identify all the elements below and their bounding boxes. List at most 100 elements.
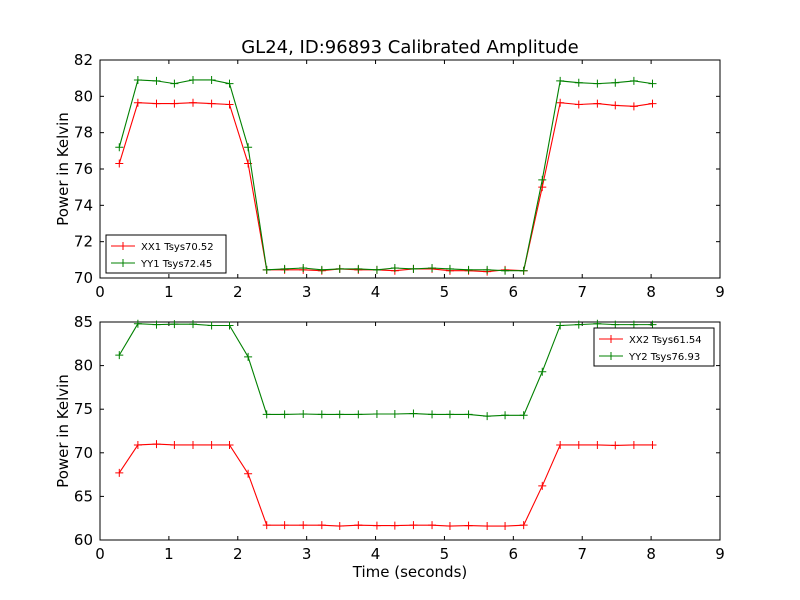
data-point-yy1 [189, 75, 197, 84]
data-point-xx2 [611, 441, 620, 450]
y-tick-label: 70 [74, 444, 93, 462]
data-point-yy1 [629, 76, 638, 85]
y-tick-label: 82 [74, 51, 93, 69]
x-tick-label: 8 [646, 283, 656, 301]
legend-marker [119, 242, 127, 250]
data-point-yy2 [133, 319, 142, 328]
y-tick-label: 72 [74, 233, 93, 251]
y-tick-label: 60 [74, 531, 93, 549]
data-point-yy2 [483, 412, 492, 421]
x-tick-label: 0 [95, 283, 105, 301]
data-point-xx2 [483, 522, 492, 531]
plot-area-2 [99, 321, 721, 541]
data-point-yy1 [556, 76, 565, 85]
data-point-yy1 [244, 143, 253, 152]
data-point-yy1 [299, 264, 308, 273]
data-point-yy2 [556, 321, 565, 330]
data-point-xx2 [354, 521, 363, 530]
data-point-xx2 [133, 440, 142, 449]
x-tick-label: 6 [509, 283, 519, 301]
x-tick-label: 7 [577, 545, 587, 563]
x-tick-label: 1 [164, 545, 174, 563]
y-tick-label: 76 [74, 160, 93, 178]
data-point-yy1 [335, 264, 344, 273]
data-point-yy1 [225, 79, 234, 88]
data-point-yy2 [611, 320, 620, 329]
data-point-yy1 [593, 79, 602, 88]
data-point-xx2 [574, 440, 583, 449]
data-point-yy2 [354, 410, 363, 419]
data-point-xx2 [189, 440, 197, 449]
data-point-xx1 [207, 99, 216, 108]
legend-marker [119, 259, 127, 267]
data-point-yy2 [372, 409, 381, 418]
data-point-xx1 [538, 183, 547, 192]
data-point-xx2 [629, 440, 638, 449]
data-point-yy1 [538, 175, 547, 184]
legend-marker [607, 352, 615, 360]
data-point-xx2 [244, 469, 253, 478]
data-point-yy2 [519, 411, 528, 420]
data-point-yy1 [262, 265, 271, 274]
data-point-xx2 [428, 521, 437, 530]
data-point-yy1 [445, 264, 454, 273]
y-tick-label: 74 [74, 196, 93, 214]
data-point-yy2 [244, 352, 253, 361]
data-point-yy1 [464, 265, 473, 274]
data-point-xx2 [335, 522, 344, 531]
x-tick-label: 2 [233, 545, 243, 563]
data-point-xx2 [317, 521, 326, 530]
data-point-xx2 [464, 521, 473, 530]
data-point-yy1 [519, 266, 528, 275]
legend-label: YY2 Tsys76.93 [628, 352, 700, 363]
x-axis-label: Time (seconds) [352, 563, 468, 581]
y-axis-label: Power in Kelvin [54, 112, 72, 226]
data-point-yy2 [445, 410, 454, 419]
x-tick-label: 1 [164, 283, 174, 301]
data-point-yy1 [372, 265, 381, 274]
data-point-yy2 [538, 367, 547, 376]
data-point-xx1 [556, 98, 565, 107]
x-tick-label: 5 [440, 283, 450, 301]
legend-box [105, 234, 227, 274]
data-point-xx2 [115, 468, 124, 477]
data-point-yy2 [428, 410, 437, 419]
data-point-xx2 [299, 521, 308, 530]
x-tick-label: 4 [371, 545, 381, 563]
data-point-xx1 [611, 101, 620, 110]
data-point-yy1 [648, 79, 657, 88]
x-tick-label: 2 [233, 283, 243, 301]
data-point-yy1 [390, 264, 399, 273]
data-point-yy2 [409, 409, 418, 418]
data-point-xx1 [593, 99, 602, 108]
y-tick-label: 65 [74, 487, 93, 505]
data-point-xx1 [115, 159, 124, 168]
data-point-xx1 [133, 98, 142, 107]
data-point-yy1 [611, 78, 620, 87]
y-tick-label: 85 [74, 313, 93, 331]
data-point-yy2 [593, 319, 602, 328]
data-point-xx2 [280, 521, 289, 530]
data-point-xx2 [501, 522, 510, 531]
data-point-xx1 [225, 100, 234, 109]
data-point-xx2 [170, 440, 179, 449]
data-point-xx1 [629, 102, 638, 111]
x-tick-label: 7 [577, 283, 587, 301]
legend-box [593, 327, 715, 367]
legend-2: XX2 Tsys61.54 YY2 Tsys76.93 [593, 327, 715, 367]
data-point-yy1 [409, 264, 418, 273]
chart-2: 0 1 2 3 4 5 6 7 8 9 60 65 70 75 80 85 Power in Kelvin Tim… [54, 313, 725, 581]
legend-1: XX1 Tsys70.52 YY1 Tsys72.45 [105, 234, 227, 274]
data-point-yy2 [317, 410, 326, 419]
y-tick-label: 75 [74, 400, 93, 418]
data-point-xx2 [648, 440, 657, 449]
data-point-yy2 [170, 320, 179, 329]
data-point-xx1 [189, 98, 197, 107]
data-point-xx2 [593, 440, 602, 449]
data-point-yy1 [483, 265, 492, 274]
data-point-yy2 [335, 410, 344, 419]
data-point-yy2 [262, 410, 271, 419]
data-point-yy2 [629, 320, 638, 329]
